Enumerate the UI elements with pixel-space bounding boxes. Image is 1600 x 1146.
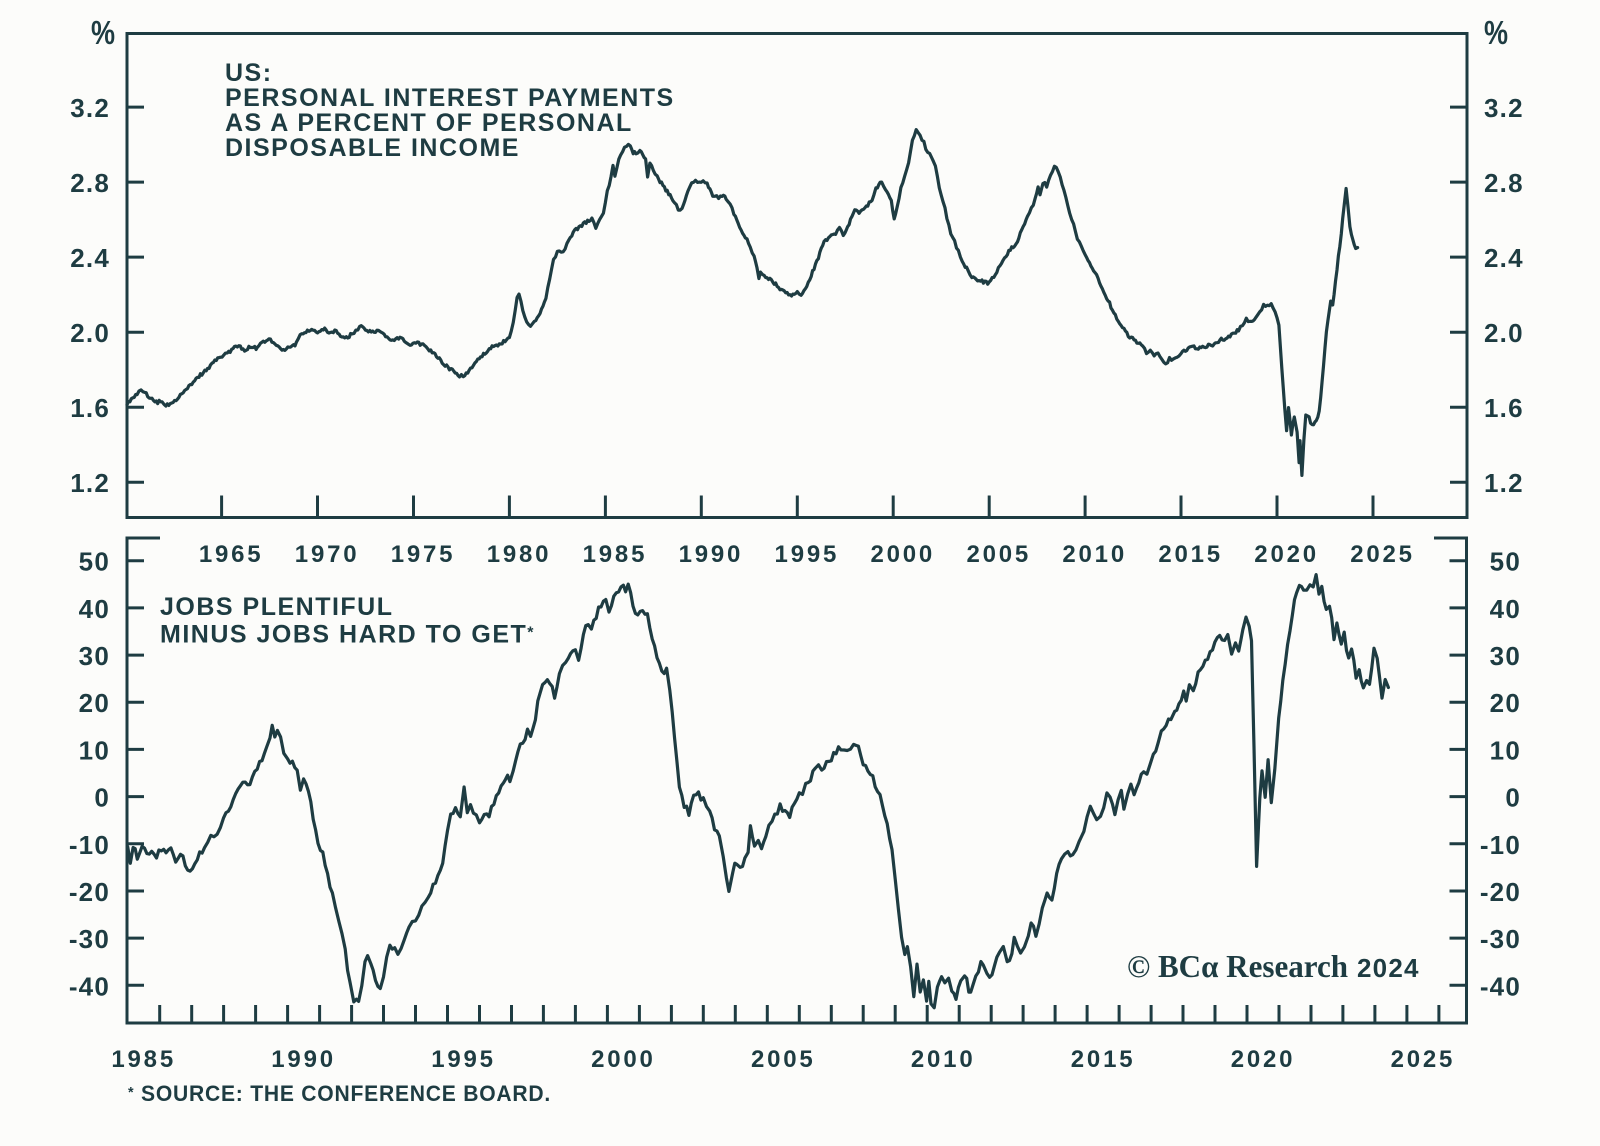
svg-text:40: 40: [79, 594, 110, 624]
svg-text:2.4: 2.4: [70, 243, 110, 273]
svg-text:© BCα Research: © BCα Research: [1127, 948, 1348, 984]
svg-text:3.2: 3.2: [1484, 93, 1524, 123]
svg-text:0: 0: [94, 783, 110, 813]
svg-text:3.2: 3.2: [70, 93, 110, 123]
svg-text:0: 0: [1505, 783, 1521, 813]
svg-text:2010: 2010: [1062, 541, 1127, 568]
svg-text:-20: -20: [69, 877, 110, 907]
svg-text:1965: 1965: [199, 541, 264, 568]
svg-text:1.6: 1.6: [70, 393, 110, 423]
svg-text:2000: 2000: [591, 1046, 656, 1073]
svg-text:-40: -40: [1480, 971, 1521, 1001]
svg-text:2015: 2015: [1071, 1046, 1136, 1073]
svg-text:2.8: 2.8: [1484, 168, 1524, 198]
svg-text:2005: 2005: [751, 1046, 816, 1073]
svg-text:2.0: 2.0: [70, 318, 110, 348]
svg-text:2000: 2000: [870, 541, 935, 568]
svg-text:2020: 2020: [1231, 1046, 1296, 1073]
svg-text:* SOURCE: THE CONFERENCE BOARD: * SOURCE: THE CONFERENCE BOARD.: [128, 1081, 551, 1106]
svg-text:1975: 1975: [391, 541, 456, 568]
svg-text:1985: 1985: [583, 541, 648, 568]
svg-text:1.2: 1.2: [1484, 468, 1524, 498]
svg-text:1985: 1985: [111, 1046, 176, 1073]
svg-text:%: %: [91, 16, 115, 52]
svg-text:2005: 2005: [966, 541, 1031, 568]
svg-text:1990: 1990: [271, 1046, 336, 1073]
svg-text:1995: 1995: [431, 1046, 496, 1073]
svg-text:PERSONAL INTEREST PAYMENTS: PERSONAL INTEREST PAYMENTS: [225, 84, 675, 112]
svg-text:-40: -40: [69, 971, 110, 1001]
svg-text:2025: 2025: [1391, 1046, 1456, 1073]
svg-text:20: 20: [1490, 688, 1521, 718]
svg-text:1980: 1980: [487, 541, 552, 568]
svg-text:-30: -30: [69, 924, 110, 954]
svg-text:30: 30: [79, 641, 110, 671]
svg-text:%: %: [1484, 16, 1508, 52]
svg-text:AS A PERCENT OF PERSONAL: AS A PERCENT OF PERSONAL: [225, 109, 633, 137]
svg-text:MINUS JOBS HARD TO GET*: MINUS JOBS HARD TO GET*: [160, 621, 535, 649]
svg-text:1.6: 1.6: [1484, 393, 1524, 423]
svg-text:-10: -10: [69, 830, 110, 860]
svg-text:10: 10: [1490, 735, 1521, 765]
svg-text:50: 50: [1490, 547, 1521, 577]
svg-text:20: 20: [79, 688, 110, 718]
svg-text:-20: -20: [1480, 877, 1521, 907]
svg-text:2.0: 2.0: [1484, 318, 1524, 348]
svg-text:2015: 2015: [1158, 541, 1223, 568]
svg-text:10: 10: [79, 735, 110, 765]
svg-text:1990: 1990: [679, 541, 744, 568]
svg-text:30: 30: [1490, 641, 1521, 671]
svg-text:2.8: 2.8: [70, 168, 110, 198]
svg-text:2.4: 2.4: [1484, 243, 1524, 273]
svg-text:JOBS PLENTIFUL: JOBS PLENTIFUL: [160, 593, 394, 621]
svg-text:DISPOSABLE INCOME: DISPOSABLE INCOME: [225, 134, 520, 162]
svg-text:1.2: 1.2: [70, 468, 110, 498]
svg-text:1995: 1995: [775, 541, 840, 568]
svg-text:2025: 2025: [1350, 541, 1415, 568]
svg-text:-10: -10: [1480, 830, 1521, 860]
svg-text:50: 50: [79, 547, 110, 577]
svg-text:US:: US:: [225, 59, 273, 87]
svg-text:2024: 2024: [1357, 953, 1420, 983]
svg-text:2010: 2010: [911, 1046, 976, 1073]
svg-text:2020: 2020: [1254, 541, 1319, 568]
svg-text:1970: 1970: [295, 541, 360, 568]
svg-text:-30: -30: [1480, 924, 1521, 954]
svg-text:40: 40: [1490, 594, 1521, 624]
